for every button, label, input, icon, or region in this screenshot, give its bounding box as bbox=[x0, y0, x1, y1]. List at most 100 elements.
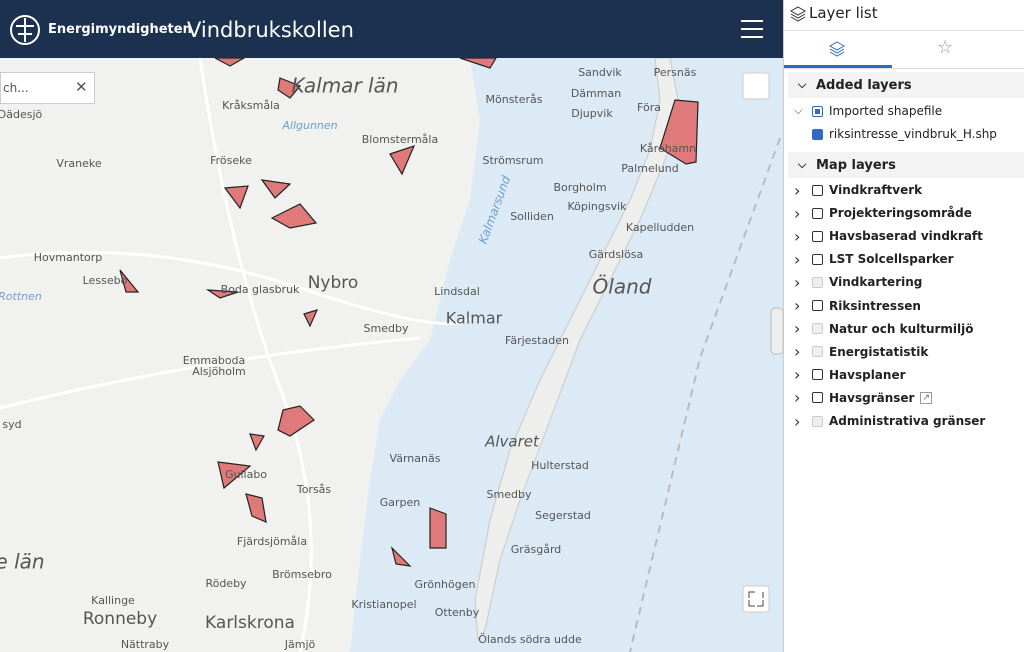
layer-label: Imported shapefile bbox=[829, 104, 943, 118]
map-label: Rödeby bbox=[205, 577, 247, 590]
layer-row[interactable]: › Natur och kulturmiljö bbox=[794, 319, 974, 339]
map-label: Föra bbox=[637, 101, 661, 114]
map-label: Köpingsvik bbox=[567, 200, 627, 213]
checkbox[interactable] bbox=[812, 207, 823, 219]
island bbox=[474, 58, 681, 642]
layer-label: riksintresse_vindbruk_H.shp bbox=[829, 127, 997, 141]
map-label: Persnäs bbox=[654, 66, 697, 79]
map-label: Färjestaden bbox=[505, 334, 569, 347]
map-label: Palmelund bbox=[621, 162, 678, 175]
logo-text: Energimyndigheten bbox=[48, 22, 192, 37]
fullscreen-button[interactable] bbox=[742, 585, 770, 613]
map-label: Dämman bbox=[571, 87, 621, 100]
checkbox[interactable] bbox=[812, 253, 823, 265]
map-label: Gärdslösa bbox=[589, 248, 644, 261]
checkbox bbox=[812, 323, 823, 335]
map-label: Blomstermåla bbox=[362, 133, 438, 146]
clear-button[interactable]: ✕ bbox=[75, 78, 88, 96]
map-label: Öland bbox=[593, 275, 652, 299]
layer-row[interactable]: › Havsplaner bbox=[794, 365, 906, 385]
map-label: Djupvik bbox=[571, 107, 613, 120]
map-label: Gräsgård bbox=[511, 543, 562, 556]
layer-row[interactable]: › LST Solcellsparker bbox=[794, 249, 954, 269]
map-label: Dädesjö bbox=[0, 108, 43, 121]
map-label: Kallinge bbox=[91, 594, 135, 607]
section-header[interactable]: ⌵ Added layers bbox=[788, 72, 1024, 98]
checkbox bbox=[812, 346, 823, 358]
map-label: Alsjöholm bbox=[192, 365, 246, 378]
tab-underline bbox=[784, 65, 892, 68]
layer-row[interactable]: › Riksintressen bbox=[794, 296, 921, 315]
favorites-tab[interactable]: ☆ bbox=[937, 37, 954, 58]
tabs: ☆ bbox=[784, 30, 1024, 69]
map-label: Kalmar bbox=[446, 309, 503, 328]
layers-icon bbox=[789, 6, 807, 22]
map-label: Jämjö bbox=[284, 638, 316, 651]
layer-row[interactable]: › Energistatistik bbox=[794, 342, 929, 362]
map-label: Allgunnen bbox=[281, 119, 337, 132]
border-line bbox=[629, 137, 781, 652]
map-label: Smedby bbox=[487, 488, 532, 501]
roads bbox=[0, 58, 472, 652]
map-label: Lessebo bbox=[83, 274, 128, 287]
map-label: Ronneby bbox=[83, 609, 157, 629]
layer-label: LST Solcellsparker bbox=[829, 252, 954, 267]
map-label: Värnanäs bbox=[390, 452, 441, 465]
section-header[interactable]: ⌵ Map layers bbox=[788, 152, 1024, 178]
map-label: Brömsebro bbox=[272, 568, 332, 581]
header: Energimyndigheten Vindbrukskollen bbox=[0, 0, 783, 58]
search-box[interactable]: ch... ✕ bbox=[0, 72, 95, 104]
checkbox bbox=[812, 415, 823, 427]
panel-title: Layer list bbox=[809, 4, 878, 22]
map-label: Alvaret bbox=[484, 433, 540, 451]
map-label: syd bbox=[2, 418, 21, 431]
map-label: Kårehamn bbox=[640, 142, 696, 155]
map-label: Kalmar län bbox=[291, 74, 398, 98]
map[interactable]: Kalmar län Mönsterås Sandvik Persnäs Dämman F… bbox=[0, 58, 783, 652]
map-label: Borgholm bbox=[553, 181, 606, 194]
checkbox[interactable] bbox=[812, 369, 823, 381]
layer-row[interactable]: ⌵ Imported shapefile bbox=[794, 104, 943, 118]
layer-row[interactable]: riksintresse_vindbruk_H.shp bbox=[812, 123, 1024, 145]
wind-areas bbox=[119, 58, 699, 567]
fullscreen-icon bbox=[748, 591, 764, 607]
map-label: Solliden bbox=[510, 210, 554, 223]
map-label: e län bbox=[0, 550, 45, 574]
map-labels: Kalmar län Mönsterås Sandvik Persnäs Dämman F… bbox=[0, 66, 697, 651]
external-link[interactable]: ↗ bbox=[920, 391, 932, 404]
panel-toggle[interactable] bbox=[770, 307, 783, 355]
qr-button[interactable] bbox=[742, 72, 770, 100]
layer-label: Riksintressen bbox=[829, 298, 921, 313]
map-label: Fjärdsjömåla bbox=[237, 535, 307, 548]
menu-button[interactable] bbox=[741, 19, 765, 39]
map-label: Vraneke bbox=[56, 157, 102, 170]
section-title: Added layers bbox=[816, 77, 912, 93]
map-label: Boda glasbruk bbox=[221, 283, 300, 296]
map-label: Segerstad bbox=[535, 509, 591, 522]
map-label: Strömsrum bbox=[483, 154, 544, 167]
layer-label: Vindkraftverk bbox=[829, 183, 923, 197]
checkbox[interactable] bbox=[812, 184, 823, 196]
map-label: Fröseke bbox=[210, 154, 252, 167]
map-label: Kristianopel bbox=[351, 598, 416, 611]
checkbox[interactable] bbox=[812, 230, 823, 242]
map-label: Torsås bbox=[296, 483, 332, 496]
layer-row[interactable]: › Administrativa gränser bbox=[794, 411, 986, 431]
map-label: Nybro bbox=[308, 273, 359, 293]
map-label: Kråksmåla bbox=[222, 99, 280, 112]
map-label: Ottenby bbox=[435, 606, 480, 619]
layers-tab[interactable] bbox=[828, 40, 846, 58]
layer-row[interactable]: › Vindkartering bbox=[794, 272, 923, 292]
layer-row[interactable]: › Vindkraftverk bbox=[794, 180, 923, 200]
map-label: Lindsdal bbox=[434, 285, 480, 298]
layer-row[interactable]: › Projekteringsområde bbox=[794, 203, 972, 223]
checkbox[interactable] bbox=[812, 392, 823, 404]
layer-row[interactable]: › Havsgränser ↗ bbox=[794, 388, 932, 408]
map-label: Kapelludden bbox=[626, 221, 694, 234]
map-label: Karlskrona bbox=[205, 613, 295, 633]
layer-row[interactable]: › Havsbaserad vindkraft bbox=[794, 226, 983, 246]
section-title: Map layers bbox=[816, 157, 896, 173]
search-text: ch... bbox=[3, 81, 29, 95]
checkbox[interactable] bbox=[812, 300, 823, 311]
